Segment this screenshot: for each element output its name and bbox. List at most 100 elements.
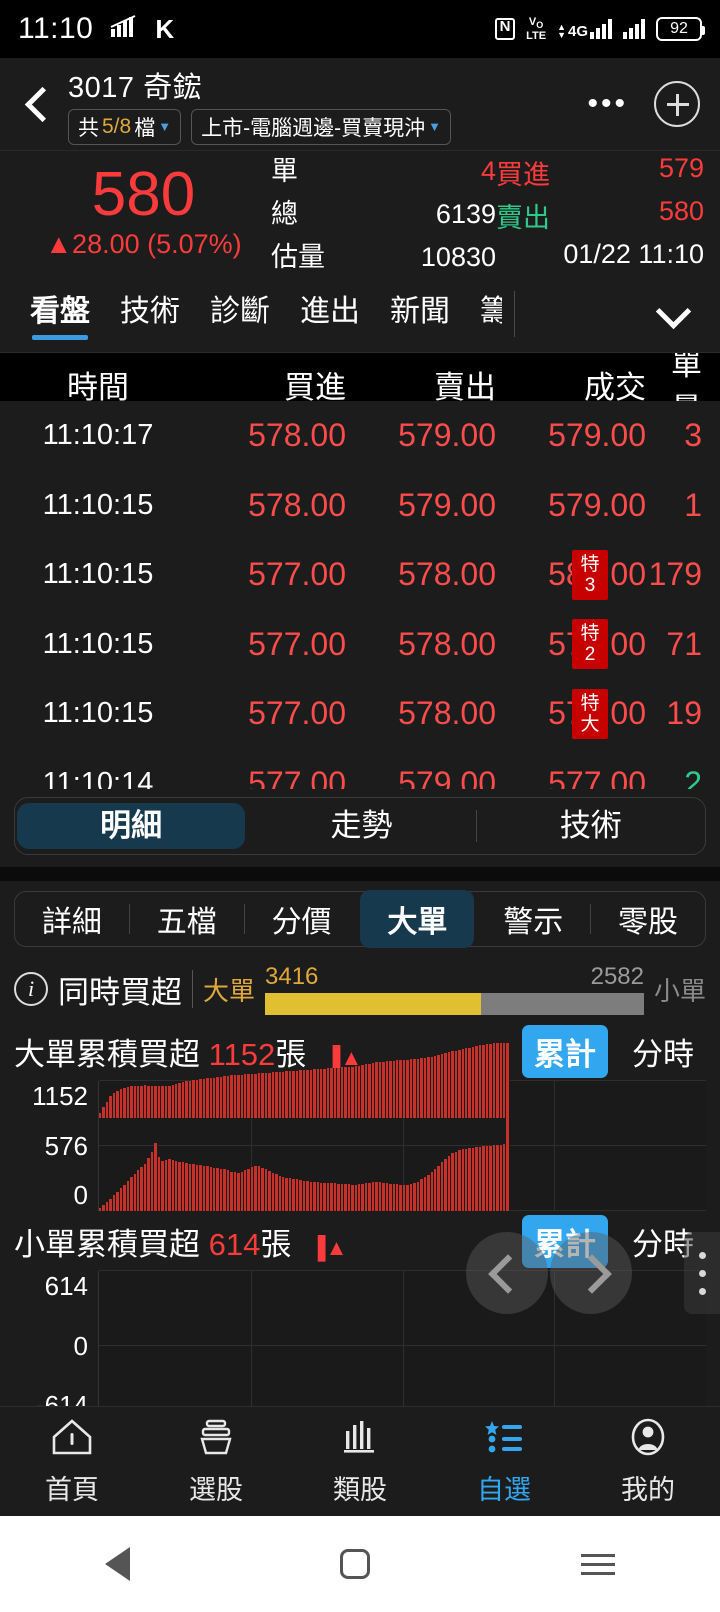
bar (116, 1191, 120, 1211)
tab-4[interactable]: 新聞 (390, 294, 450, 328)
bar (126, 1181, 131, 1211)
tab-0[interactable]: 看盤 (30, 286, 90, 342)
bar (406, 1185, 410, 1211)
bar (316, 1069, 320, 1118)
next-page-button[interactable] (550, 1232, 632, 1314)
bar (461, 1049, 466, 1118)
bar (136, 1170, 141, 1211)
bar (264, 1072, 269, 1118)
bar (323, 1068, 327, 1118)
person-icon (626, 1417, 670, 1462)
android-home-icon[interactable] (340, 1549, 371, 1579)
chip-count[interactable]: 共 5/8 檔 ▼ (68, 108, 182, 145)
segment-item-零股[interactable]: 零股 (618, 906, 679, 939)
bar (202, 1165, 207, 1211)
segment-item-大單[interactable]: 大單 (360, 890, 475, 948)
bar (357, 1065, 362, 1118)
bar (150, 1085, 155, 1118)
c-ask px: 578.00 (398, 625, 496, 662)
bar (499, 1144, 504, 1211)
row-total: 總 6139 (271, 192, 496, 231)
back-icon[interactable] (20, 87, 54, 121)
more-icon[interactable]: ••• (587, 87, 628, 120)
bar (240, 1074, 245, 1118)
chart-bars (99, 1081, 706, 1211)
grid-line (99, 1145, 706, 1146)
chip-count-prefix: 共 (78, 116, 99, 140)
bar (181, 1082, 186, 1118)
table-row[interactable]: 11:10:15 578.00 579.00 579.00 1 (0, 471, 720, 541)
add-icon[interactable] (654, 81, 700, 127)
dot (698, 1269, 706, 1277)
bottom-nav-我的[interactable]: 我的 (576, 1407, 720, 1516)
bar (212, 1077, 217, 1118)
bar (427, 1057, 431, 1118)
segment-item-詳細[interactable]: 詳細 (41, 906, 102, 939)
tab-3[interactable]: 進出 (300, 294, 360, 328)
bar (133, 1173, 137, 1211)
chart2-unit: 張 (260, 1226, 292, 1262)
bar (465, 1148, 469, 1211)
tab-clipped[interactable]: 籌碼 (480, 294, 502, 328)
chip-category[interactable]: 上市-電腦週邊-買賣現沖 ▼ (191, 108, 451, 145)
prev-page-button[interactable] (466, 1232, 548, 1314)
segment-item-技術[interactable]: 技術 (559, 808, 622, 843)
tab-1[interactable]: 技術 (120, 294, 180, 328)
segment-item-五檔[interactable]: 五檔 (156, 906, 217, 939)
grid-line (554, 1271, 556, 1421)
c-time: 11:10:15 (42, 488, 154, 521)
bar (268, 1072, 272, 1118)
bar (174, 1083, 179, 1118)
table-row[interactable]: 11:10:14 577.00 579.00 577.00 2 (0, 749, 720, 789)
bottom-nav-自選[interactable]: 自選 (432, 1407, 576, 1516)
bar (219, 1076, 224, 1118)
segment-item-警示[interactable]: 警示 (503, 906, 564, 939)
bar (295, 1070, 300, 1118)
bar (337, 1067, 341, 1118)
table-row[interactable]: 11:10:17 578.00 579.00 579.00 3 (0, 401, 720, 471)
y-tick: 0 (73, 1180, 88, 1210)
bar (143, 1163, 148, 1211)
chevron-down-icon: ▼ (428, 119, 441, 134)
row-estimate: 估量 10830 (271, 235, 496, 274)
bottom-nav-類股[interactable]: 類股 (288, 1407, 432, 1516)
bar (295, 1179, 300, 1211)
network-icon: ▲ ▼ 4G (557, 19, 612, 40)
bar (430, 1172, 434, 1211)
bar (130, 1177, 134, 1211)
more-vertical-button[interactable] (684, 1232, 720, 1314)
bar (164, 1086, 169, 1118)
toggle-累計[interactable]: 累計 (522, 1024, 608, 1078)
bar (199, 1079, 203, 1118)
chevron-down-icon[interactable] (658, 299, 688, 329)
toggle-分時[interactable]: 分時 (632, 1226, 694, 1262)
segment-item-明細[interactable]: 明細 (17, 803, 246, 849)
bar (468, 1148, 472, 1211)
android-nav-bar (0, 1516, 720, 1612)
bar (395, 1184, 400, 1211)
segment-item-走勢[interactable]: 走勢 (330, 808, 393, 843)
android-recents-icon[interactable] (580, 1553, 615, 1575)
row-volume: 2 (684, 764, 702, 789)
trade-table-body[interactable]: 11:10:17 578.00 579.00 579.00 3 11:10:15 578.0… (0, 401, 720, 789)
bar (340, 1067, 345, 1118)
toggle-分時[interactable]: 分時 (632, 1036, 694, 1072)
bar (206, 1166, 210, 1211)
bar (192, 1080, 196, 1118)
bottom-nav-首頁[interactable]: 首頁 (0, 1407, 144, 1516)
tab-2[interactable]: 診斷 (210, 294, 270, 328)
c-deal px: 580.00 (496, 556, 646, 593)
bar (257, 1073, 262, 1118)
android-back-icon[interactable] (105, 1547, 131, 1581)
segment-item-分價[interactable]: 分價 (271, 906, 332, 939)
bar (458, 1150, 462, 1211)
bottom-nav-選股[interactable]: 選股 (144, 1407, 288, 1516)
bar (326, 1068, 331, 1118)
info-icon[interactable]: i (14, 972, 48, 1006)
dot (698, 1287, 706, 1295)
bottom-nav-label: 自選 (477, 1474, 531, 1505)
